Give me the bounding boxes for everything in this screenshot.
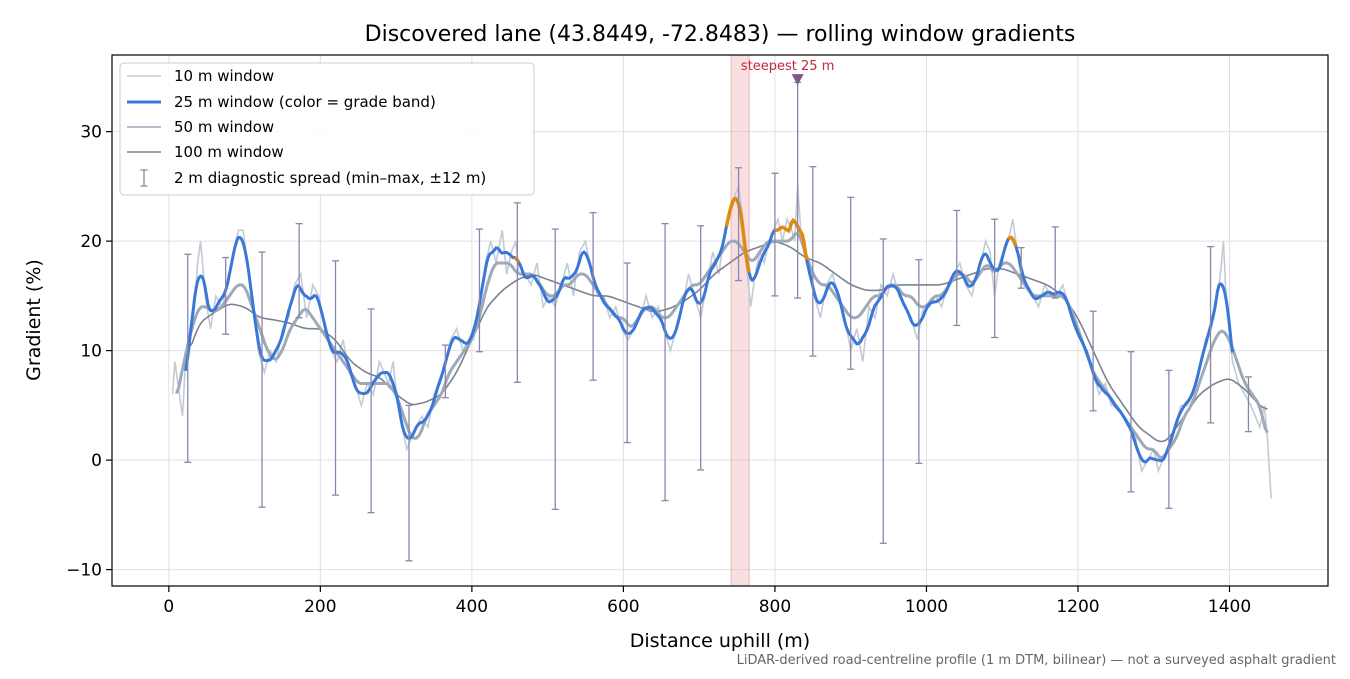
legend: 10 m window 25 m window (color = grade ba…: [119, 62, 535, 196]
series-100m-line: [187, 241, 1268, 443]
spread-bar-6: [405, 404, 413, 562]
spread-bar-27: [1127, 351, 1135, 493]
spread-bar-17: [794, 81, 802, 299]
y-tick-label-1: 0: [91, 451, 102, 471]
grade-band-segment-3: [1007, 235, 1018, 247]
spread-bar-21: [915, 259, 923, 465]
y-tick-label-0: −10: [66, 561, 102, 581]
spread-bar-1: [222, 256, 230, 335]
spread-bar-16: [771, 172, 779, 297]
legend-label-3: 100 m window: [174, 143, 284, 161]
x-tick-label-2: 400: [456, 597, 488, 617]
x-tick-label-0: 0: [163, 597, 174, 617]
grid: [112, 55, 1328, 586]
y-tick-label-3: 20: [80, 232, 102, 252]
steep-section-highlight: [730, 54, 750, 587]
chart-title: Discovered lane (43.8449, -72.8483) — ro…: [365, 22, 1076, 47]
legend-label-4: 2 m diagnostic spread (min–max, ±12 m): [174, 169, 486, 187]
grade-band-segment-0: [513, 255, 521, 264]
y-axis-label: Gradient (%): [23, 259, 45, 381]
spread-bar-25: [1051, 226, 1059, 299]
diagnostic-spread-bars: [184, 81, 1252, 562]
y-tick-label-2: 10: [80, 342, 102, 362]
spread-bar-29: [1207, 245, 1215, 424]
series-25m-line: [184, 196, 1234, 464]
spread-bar-23: [991, 218, 999, 339]
spread-bar-2: [258, 251, 266, 508]
spread-bar-22: [953, 209, 961, 327]
legend-box: [119, 62, 535, 196]
legend-label-2: 50 m window: [174, 118, 274, 136]
plot-frame: [111, 54, 1329, 587]
spread-bar-4: [332, 260, 340, 496]
footnote: LiDAR-derived road-centreline profile (1…: [737, 653, 1336, 668]
spread-bar-26: [1089, 310, 1097, 412]
x-tick-label-1: 200: [304, 597, 336, 617]
spread-bar-24: [1017, 247, 1025, 289]
steepest-label: steepest 25 m: [741, 59, 834, 74]
spread-bar-13: [661, 222, 669, 502]
steepest-marker-triangle: [791, 74, 804, 86]
x-tick-label-3: 600: [607, 597, 639, 617]
spread-bar-28: [1165, 369, 1173, 509]
x-tick-label-7: 1400: [1208, 597, 1251, 617]
spread-bar-12: [623, 262, 631, 444]
legend-label-1: 25 m window (color = grade band): [174, 93, 436, 111]
spread-bar-3: [295, 222, 303, 319]
series-lines: [171, 183, 1272, 499]
x-axis-label: Distance uphill (m): [630, 630, 810, 652]
axes: 0 200 400 600 800 1000 1200 1400 −10 0 10 20 30: [66, 123, 1251, 617]
spread-bar-30: [1244, 376, 1252, 433]
spread-bar-14: [697, 225, 705, 471]
spread-bar-15: [735, 167, 743, 282]
x-tick-label-5: 1000: [905, 597, 948, 617]
spread-bar-19: [847, 196, 855, 370]
spread-bar-18: [809, 166, 817, 357]
x-tick-label-6: 1200: [1056, 597, 1099, 617]
legend-label-0: 10 m window: [174, 67, 274, 85]
spread-bar-20: [879, 238, 887, 544]
spread-bar-0: [184, 253, 192, 463]
spread-bar-5: [367, 308, 375, 514]
y-tick-label-4: 30: [80, 123, 102, 143]
x-tick-label-4: 800: [759, 597, 791, 617]
grade-band-segment-1: [724, 196, 751, 274]
spread-bar-10: [551, 228, 559, 511]
spread-bar-8: [475, 228, 483, 353]
grade-band-segment-2: [774, 217, 809, 261]
spread-bar-11: [589, 212, 597, 381]
steepest-window-band: [730, 54, 750, 587]
spread-bar-7: [441, 344, 449, 399]
steepest-marker: steepest 25 m: [741, 59, 834, 86]
spread-bar-9: [513, 202, 521, 384]
